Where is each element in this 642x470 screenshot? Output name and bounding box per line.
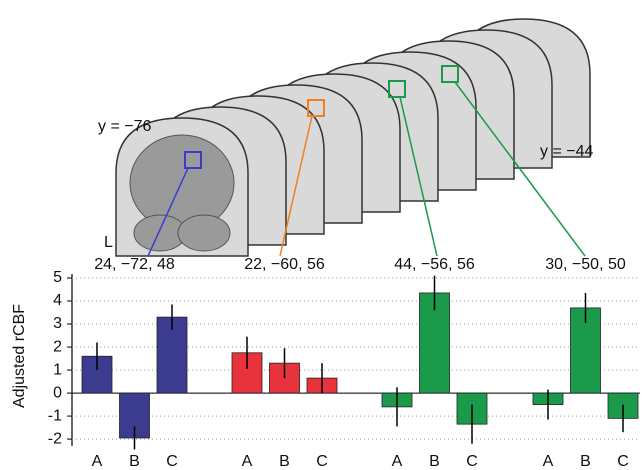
y-tick-label: 5	[53, 269, 62, 286]
x-tick-label: B	[129, 453, 140, 470]
x-tick-label: C	[617, 453, 629, 470]
y-tick-label: 2	[53, 338, 62, 355]
y-tick-label: 4	[53, 292, 62, 309]
y-tick-label: 0	[53, 384, 62, 401]
x-tick-label: B	[580, 453, 591, 470]
group-label: 24, −72, 48	[94, 256, 175, 273]
x-tick-label: A	[242, 453, 253, 470]
x-tick-label: C	[166, 453, 178, 470]
x-tick-label: B	[279, 453, 290, 470]
group-label: 44, −56, 56	[394, 256, 475, 273]
x-tick-label: A	[392, 453, 403, 470]
x-tick-label: A	[92, 453, 103, 470]
y-tick-label: 3	[53, 315, 62, 332]
y-tick-label: -1	[48, 407, 62, 424]
slice-detail	[178, 215, 230, 251]
x-tick-label: C	[466, 453, 478, 470]
y-tick-label: -2	[48, 430, 62, 447]
y-axis-label: Adjusted rCBF	[11, 304, 28, 408]
group-label: 22, −60, 56	[244, 256, 325, 273]
annotation: L	[104, 234, 113, 251]
annotation: y = −44	[540, 143, 593, 160]
x-tick-label: B	[429, 453, 440, 470]
x-tick-label: A	[543, 453, 554, 470]
annotation: y = −76	[98, 118, 151, 135]
x-tick-label: C	[316, 453, 328, 470]
y-tick-label: 1	[53, 361, 62, 378]
figure: y = −76 y = −44 L Adjusted rCBF -2 -1 0 1 2 3…	[0, 0, 642, 470]
group-label: 30, −50, 50	[545, 256, 626, 273]
brain-slices	[116, 19, 590, 256]
